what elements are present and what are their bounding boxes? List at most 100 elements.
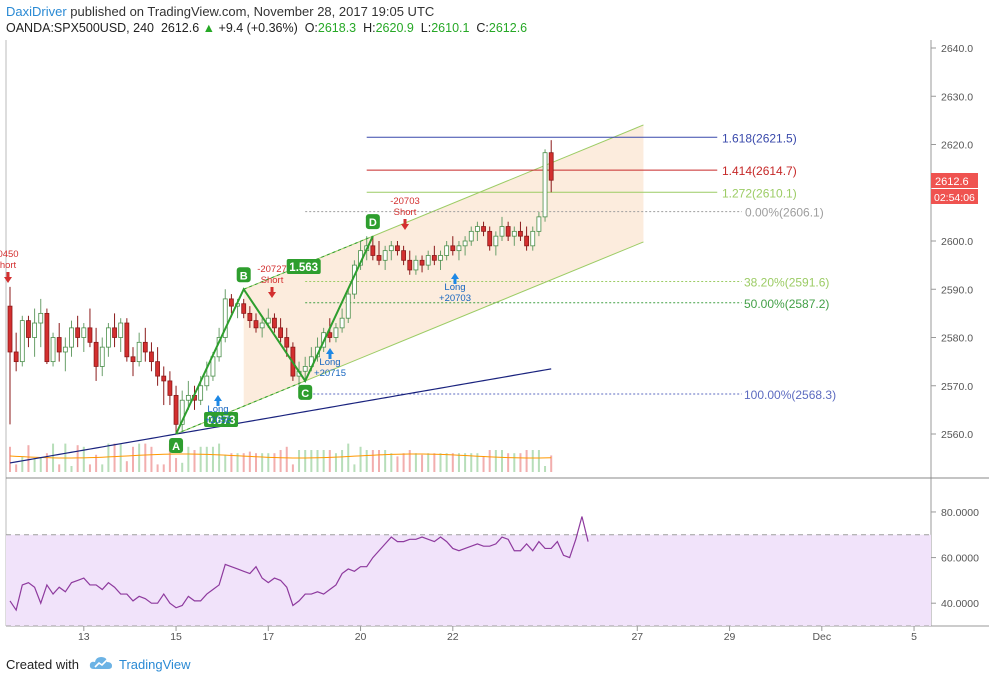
y-tick-label: 2600.0 [941,236,973,248]
candle-body [401,250,407,261]
y-tick-label: 2570.0 [941,381,973,393]
volume-bar [236,453,239,472]
tradingview-brand-link[interactable]: TradingView [118,657,191,672]
candle-body [419,259,425,266]
volume-bar [132,446,134,472]
author-link[interactable]: DaxiDriver [6,4,67,19]
fib-level-label: 50.00%(2587.2) [744,297,829,311]
candle-body [376,255,382,261]
candle-body [69,327,74,348]
candle-body [118,322,124,338]
y-tick-label: 2580.0 [941,333,973,345]
pattern-point-badge [365,214,380,230]
candle-body [93,341,99,367]
y-tick-label: 2630.0 [941,91,973,103]
candle-body [241,303,247,314]
volume-bar [457,453,460,472]
long-arrow-icon [451,273,459,284]
candle-body [474,226,480,232]
volume-bar [537,450,540,472]
volume-bar [261,453,264,472]
symbol-line: OANDA:SPX500USD, 240 2612.6 ▲ +9.4 (+0.3… [6,21,527,35]
candle-body [112,327,117,338]
high-value: 2620.9 [375,21,414,35]
volume-bar [21,456,24,472]
fib-level-label: 1.618(2621.5) [722,131,797,145]
volume-bar [513,453,516,472]
last-price-badge-text: 2612.6 [935,176,969,188]
candle-body [228,298,234,307]
pattern-ratio-badge [204,412,239,427]
osc-y-tick-label: 60.0000 [941,553,979,565]
volume-bar [162,464,165,472]
volume-bar [291,464,294,472]
candle-body [542,152,548,218]
candle-body [468,230,474,242]
candle-body [179,399,185,425]
volume-bar [390,453,393,472]
pattern-ratio-label: 1.563 [289,262,318,274]
candle-body [518,230,523,237]
volume-bar [107,443,110,472]
moving-average-line [9,368,552,464]
volume-bar [310,450,313,472]
pattern-point-label: A [172,441,180,453]
trade-annotation-sub: +20715 [314,368,346,379]
trade-annotation-text: Long [207,404,228,415]
candle-body [444,245,450,256]
y-tick-label: 2640.0 [941,43,973,55]
volume-bar [39,458,42,472]
symbol-label: OANDA:SPX500USD, 240 [6,21,154,35]
volume-bar [544,466,547,472]
candle-body [106,327,111,348]
publish-line: DaxiDriver published on TradingView.com,… [6,4,434,19]
candle-body [487,230,493,247]
volume-bar [439,453,442,472]
candle-body [44,312,50,363]
trade-annotation-text: 0450 [0,249,19,260]
y-tick-label: 2560.0 [941,429,973,441]
y-tick-label: 2590.0 [941,284,973,296]
candle-body [530,230,536,247]
volume-bar [347,443,350,472]
volume-bar [378,450,380,472]
candle-body [548,152,554,181]
volume-bar [519,453,522,472]
trade-annotation-sub: hort [0,260,17,271]
candle-body [13,351,19,363]
trade-annotation-text: Long [319,357,340,368]
candle-body [81,327,87,338]
volume-bar [328,450,331,472]
trade-annotation-sub: Short [261,275,284,286]
trade-annotation-text: Long [444,282,465,293]
close-value: 2612.6 [488,21,528,35]
volume-bar [242,453,245,472]
volume-bar [119,443,122,472]
fib-level-label: 100.00%(2568.3) [744,388,836,402]
volume-bar [298,450,301,472]
candle-body [26,320,31,338]
x-tick-label: 15 [170,631,182,643]
volume-bar [255,453,257,472]
candle-body [462,240,468,247]
x-tick-label: 22 [447,631,459,643]
volume-bar [279,450,282,472]
candle-body [493,235,499,247]
volume-bar [384,450,387,472]
volume-bar [248,451,251,472]
long-arrow-icon [326,348,334,359]
volume-bar [168,443,171,472]
volume-bar [341,450,344,472]
candle-body [259,322,265,329]
candle-body [505,226,511,237]
pattern-ratio-badge [286,259,321,274]
volume-bar [156,464,159,472]
volume-bar [507,453,510,472]
volume-bar [113,443,116,472]
open-label: O: [304,21,318,35]
change-up-icon: ▲ [202,21,216,35]
volume-bar [353,464,356,472]
volume-bar [470,453,473,472]
candle-body [388,245,394,252]
